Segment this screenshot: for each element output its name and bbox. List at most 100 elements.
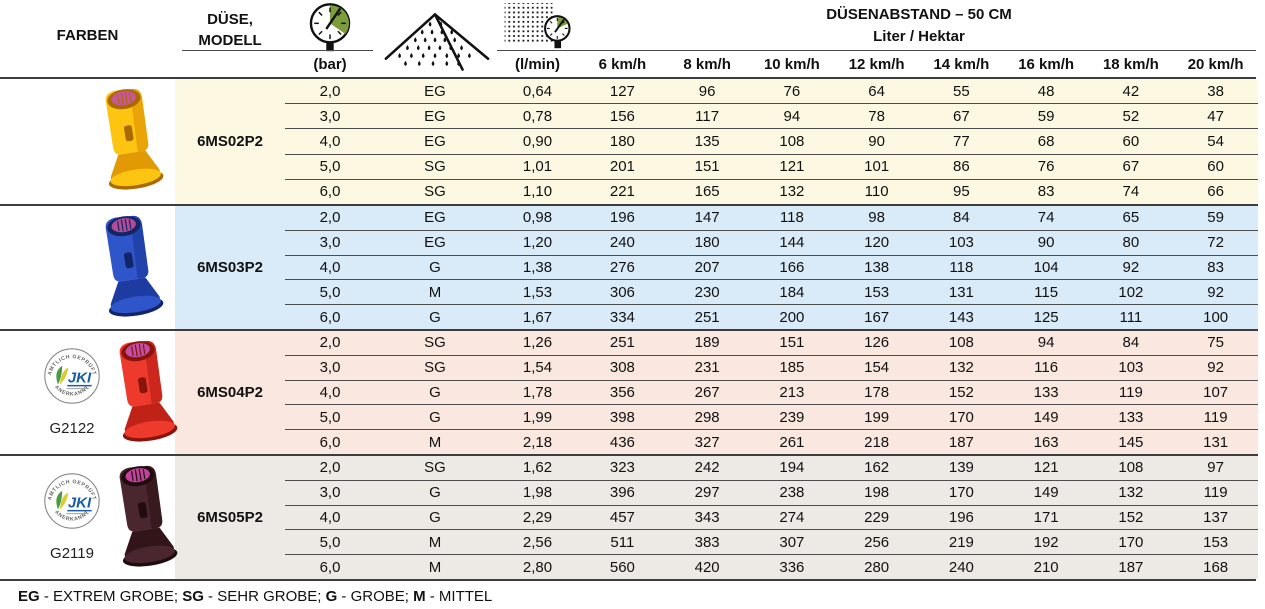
rate-value-cell: 126 [864, 334, 890, 352]
droplet-size-cell: EG [424, 107, 446, 125]
rate-value-cell: 196 [948, 508, 974, 526]
rate-value-cell: 165 [694, 183, 720, 201]
pressure-cell: 2,0 [319, 209, 341, 227]
speed-column-header: 16 km/h [1018, 56, 1075, 73]
rate-value-cell: 121 [779, 158, 805, 176]
rate-value-cell: 60 [1207, 158, 1224, 176]
pressure-cell: 6,0 [319, 433, 341, 451]
rate-value-cell: 201 [609, 158, 635, 176]
rate-value-cell: 187 [948, 433, 974, 451]
nozzle-color-cell-red: AMTLICH GEPRÜFT ANERKANNT JKI G2122 [0, 331, 178, 454]
rate-value-cell: 306 [609, 283, 635, 301]
rate-value-cell: 420 [694, 558, 720, 576]
rate-value-cell: 356 [609, 383, 635, 401]
rate-value-cell: 68 [1037, 133, 1055, 150]
flow-rate-cell: 1,38 [522, 258, 553, 276]
rate-value-cell: 108 [779, 133, 805, 150]
speed-column-header: 18 km/h [1102, 56, 1159, 73]
rate-value-cell: 107 [1203, 383, 1229, 401]
rate-value-cell: 261 [779, 433, 805, 451]
rate-value-cell: 307 [779, 533, 805, 551]
rate-value-cell: 121 [1033, 459, 1059, 477]
rate-value-cell: 94 [1037, 334, 1055, 352]
droplet-size-cell: M [428, 433, 442, 451]
rate-value-cell: 144 [779, 234, 805, 252]
rate-value-cell: 180 [609, 133, 635, 150]
legend-abbr: SG [182, 588, 204, 605]
rate-value-cell: 153 [864, 283, 890, 301]
rate-value-cell: 117 [695, 107, 720, 125]
speed-column-header: 8 km/h [683, 56, 731, 73]
rate-value-cell: 119 [1203, 408, 1228, 426]
table-row: 2,0 SG 1,26 251 189 151 126 108 94 84 75 [285, 331, 1258, 356]
rate-value-cell: 511 [610, 533, 635, 551]
rate-value-cell: 86 [953, 158, 970, 176]
rate-value-cell: 151 [779, 334, 805, 352]
rate-value-cell: 84 [953, 209, 970, 227]
rate-value-cell: 54 [1207, 133, 1224, 150]
flow-rate-cell: 1,78 [522, 383, 553, 401]
rate-value-cell: 83 [1207, 258, 1224, 276]
model-label: 6MS02P2 [175, 79, 285, 204]
rate-value-cell: 198 [864, 484, 890, 502]
rate-value-cell: 297 [694, 484, 720, 502]
rate-value-cell: 154 [864, 359, 890, 377]
speed-column-header: 20 km/h [1187, 56, 1244, 73]
flow-rate-cell: 1,01 [522, 158, 553, 176]
droplet-size-cell: SG [424, 158, 446, 176]
rate-value-cell: 242 [694, 459, 720, 477]
liter-hektar-subtitle: Liter / Hektar [873, 28, 965, 45]
rate-value-cell: 156 [609, 107, 635, 125]
rate-value-cell: 92 [1122, 258, 1140, 276]
rate-value-cell: 42 [1122, 82, 1140, 100]
nozzle-block-6MS03P2: 6MS03P2 2,0 EG 0,98 196 147 118 98 84 74 65 59 3,0 EG… [0, 204, 1258, 329]
rate-value-cell: 77 [953, 133, 970, 150]
rate-value-cell: 74 [1122, 183, 1140, 201]
rate-value-cell: 118 [779, 209, 804, 227]
svg-text:JKI: JKI [68, 370, 92, 387]
rate-value-cell: 251 [609, 334, 635, 352]
rate-value-cell: 196 [609, 209, 635, 227]
pressure-gauge-icon [285, 1, 375, 59]
rate-value-cell: 162 [864, 459, 890, 477]
rate-value-cell: 153 [1203, 533, 1229, 551]
rate-value-cell: 151 [694, 158, 720, 176]
rate-value-cell: 327 [694, 433, 720, 451]
nozzle-block-6MS02P2: 6MS02P2 2,0 EG 0,64 127 96 76 64 55 48 42 38 3,0 EG 0,… [0, 79, 1258, 204]
table-row: 5,0 M 1,53 306 230 184 153 131 115 102 92 [285, 280, 1258, 306]
rate-value-cell: 132 [948, 359, 974, 377]
jki-certification: AMTLICH GEPRÜFT ANERKANNT JKI G2122 [24, 346, 120, 437]
table-row: 4,0 G 1,38 276 207 166 138 118 104 92 83 [285, 256, 1258, 281]
rate-value-cell: 96 [698, 82, 716, 100]
pressure-cell: 2,0 [319, 459, 341, 477]
flow-rate-cell: 2,80 [522, 558, 553, 576]
rate-value-cell: 131 [948, 283, 974, 301]
table-body: 6MS02P2 2,0 EG 0,64 127 96 76 64 55 48 42 38 3,0 EG 0,… [0, 79, 1258, 579]
droplet-size-cell: G [429, 484, 441, 502]
rate-value-cell: 219 [948, 533, 974, 551]
rate-value-cell: 67 [1122, 158, 1140, 176]
pressure-cell: 5,0 [319, 158, 341, 176]
flow-rate-cell: 1,54 [522, 359, 553, 377]
rate-value-cell: 132 [779, 183, 805, 201]
speed-column-header: 14 km/h [933, 56, 990, 73]
rate-value-cell: 218 [864, 433, 890, 451]
duese-modell-column-header: DÜSE, MODELL [175, 9, 285, 51]
droplet-size-legend: EG - EXTREM GROBE; SG - SEHR GROBE; G - … [18, 588, 493, 605]
droplet-size-cell: G [429, 308, 441, 326]
pressure-cell: 6,0 [319, 183, 341, 201]
table-row: 5,0 G 1,99 398 298 239 199 170 149 133 119 [285, 405, 1258, 431]
table-row: 4,0 G 1,78 356 267 213 178 152 133 119 107 [285, 381, 1258, 406]
flow-rate-cell: 2,56 [522, 533, 553, 551]
legend-abbr: G [325, 588, 338, 605]
rate-value-cell: 398 [609, 408, 635, 426]
flow-rate-cell: 1,10 [522, 183, 553, 201]
rate-value-cell: 110 [864, 183, 889, 201]
table-row: 3,0 EG 0,78 156 117 94 78 67 59 52 47 [285, 104, 1258, 130]
rate-value-cell: 171 [1033, 508, 1059, 526]
rate-value-cell: 138 [864, 258, 890, 276]
rate-value-cell: 76 [1037, 158, 1055, 176]
flow-rate-cell: 2,29 [522, 508, 553, 526]
pressure-cell: 4,0 [319, 258, 341, 276]
rate-value-cell: 76 [783, 82, 801, 100]
